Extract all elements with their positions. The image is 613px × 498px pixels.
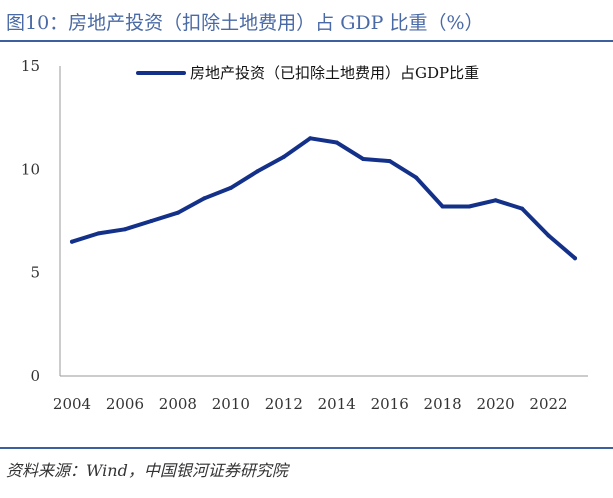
series-line <box>70 136 577 261</box>
y-tick-label: 15 <box>21 57 40 75</box>
data-point <box>149 219 154 223</box>
data-point <box>361 157 366 161</box>
source-note: 资料来源：Wind，中国银河证券研究院 <box>6 461 288 480</box>
data-point <box>414 175 419 180</box>
data-point <box>175 210 180 215</box>
x-tick-label: 2018 <box>424 395 462 413</box>
data-point <box>96 231 101 236</box>
data-point <box>440 204 445 209</box>
data-point <box>546 233 551 238</box>
data-point <box>387 159 392 164</box>
data-point <box>122 227 127 232</box>
data-point <box>202 196 207 201</box>
legend-label: 房地产投资（已扣除土地费用）占GDP比重 <box>190 64 479 82</box>
plot-area <box>70 136 577 261</box>
data-point <box>281 154 286 159</box>
x-tick-label: 2008 <box>159 395 197 413</box>
data-point <box>228 185 233 190</box>
data-point <box>520 206 525 211</box>
data-point <box>493 198 498 203</box>
data-point <box>255 169 260 174</box>
x-tick-label: 2012 <box>265 395 303 413</box>
x-tick-label: 2016 <box>371 395 409 413</box>
y-tick-label: 0 <box>30 367 40 385</box>
figure-title: 图10：房地产投资（扣除土地费用）占 GDP 比重（%） <box>6 12 484 34</box>
chart-axes <box>59 66 588 377</box>
x-tick-label: 2020 <box>476 395 514 413</box>
bottom-rule <box>0 447 613 449</box>
data-point <box>573 256 577 261</box>
data-point <box>334 140 339 145</box>
data-point <box>70 239 74 244</box>
x-tick-label: 2022 <box>529 395 567 413</box>
x-tick-label: 2014 <box>318 395 356 413</box>
data-point <box>308 136 313 141</box>
x-tick-label: 2010 <box>212 395 250 413</box>
x-tick-label: 2006 <box>106 395 144 413</box>
x-tick-label: 2004 <box>53 395 91 413</box>
tick-labels: 0 5 10 15 2004 2006 2008 2010 2012 2014 2016 2018 20… <box>21 57 568 413</box>
legend: 房地产投资（已扣除土地费用）占GDP比重 <box>136 64 479 82</box>
y-tick-label: 5 <box>30 264 40 282</box>
data-point <box>467 204 472 209</box>
line-chart: 0 5 10 15 2004 2006 2008 2010 2012 2014 2016 2018 20… <box>21 57 588 413</box>
top-rule <box>0 40 613 42</box>
y-tick-label: 10 <box>21 160 40 178</box>
